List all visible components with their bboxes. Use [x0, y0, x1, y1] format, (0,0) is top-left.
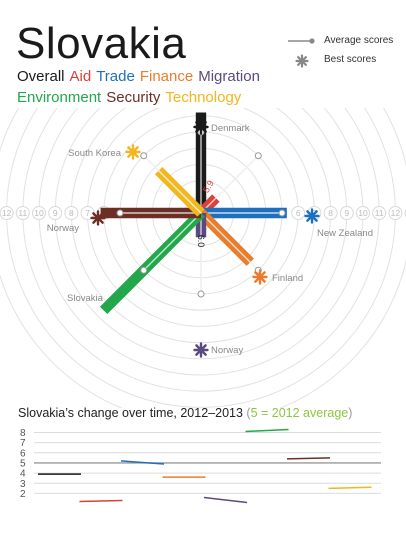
ring-label: 11	[18, 208, 27, 218]
legend: Average scores Best scores	[288, 31, 393, 69]
legend-average-label: Average scores	[324, 35, 394, 46]
best-country-environment: Slovakia	[67, 293, 104, 304]
ring-label: 7	[85, 208, 90, 218]
best-country-overall: Denmark	[211, 123, 250, 134]
ring-label: 12	[2, 208, 12, 218]
category-label-finance: Finance	[139, 68, 194, 85]
timeline-tick: 6	[20, 448, 26, 459]
average-line-icon	[288, 35, 318, 47]
ring-label: 8	[328, 208, 333, 218]
category-label-overall: Overall	[17, 68, 65, 85]
ring-label: 8	[69, 208, 74, 218]
average-dots	[116, 128, 286, 298]
timeline-tick: 5	[20, 458, 26, 469]
timeline-tick: 2	[20, 489, 26, 500]
legend-asterisk	[295, 53, 309, 68]
ring-label: 9	[53, 208, 58, 218]
ring-label: 10	[34, 208, 44, 218]
category-label-technology: Technology	[165, 89, 242, 106]
legend-item-best: Best scores	[288, 50, 393, 69]
best-country-migration: Norway	[211, 345, 243, 356]
timeline-title-text: Slovakia’s change over time, 2012–2013	[18, 406, 243, 420]
best-scores: DenmarkSwedenNew ZealandFinlandNorwaySlo…	[47, 119, 373, 358]
best-asterisk-technology	[125, 144, 141, 160]
ring-label: 9	[344, 208, 349, 218]
series-segment	[203, 496, 248, 504]
timeline-title: Slovakia’s change over time, 2012–2013 (…	[18, 406, 352, 420]
timeline-tick: 4	[20, 469, 26, 480]
radar-chart: 6677889910101111121213136.05.9DenmarkSwe…	[0, 108, 406, 408]
category-row-1: Overall Aid Trade Finance Migration	[17, 68, 265, 85]
score-bars	[99, 112, 287, 315]
timeline-series	[38, 428, 372, 504]
category-label-security: Security	[106, 89, 161, 106]
category-label-trade: Trade	[96, 68, 135, 85]
best-country-security: Norway	[47, 223, 79, 234]
note-prefix: (	[246, 406, 251, 420]
category-row-2: Environment Security Technology	[17, 89, 246, 106]
note-highlight: 5 = 2012 average	[250, 406, 349, 420]
asterisk-icon	[288, 53, 318, 68]
timeline-tick: 3	[20, 479, 26, 490]
series-segment	[286, 457, 331, 460]
legend-item-average: Average scores	[288, 31, 393, 50]
best-asterisk-migration	[193, 342, 209, 358]
country-title: Slovakia	[16, 19, 187, 68]
best-asterisk-finance	[252, 269, 268, 285]
legend-best-label: Best scores	[324, 54, 377, 65]
timeline-tick: 7	[20, 438, 26, 449]
best-country-technology: South Korea	[68, 148, 122, 159]
best-country-finance: Finland	[272, 273, 303, 284]
series-segment	[328, 486, 372, 490]
ring-label: 6	[296, 208, 301, 218]
series-segment	[245, 428, 289, 433]
ring-label: 10	[358, 208, 368, 218]
note-suffix: )	[348, 406, 353, 420]
series-segment	[79, 499, 123, 503]
best-asterisk-overall	[193, 119, 209, 135]
best-asterisk-trade	[304, 208, 320, 224]
overall-score-label: 6.0	[196, 235, 206, 248]
ring-label: 12	[391, 208, 401, 218]
best-asterisk-security	[90, 210, 106, 226]
timeline-note: (5 = 2012 average)	[246, 406, 352, 420]
ring-label: 11	[375, 208, 384, 218]
category-label-aid: Aid	[69, 68, 92, 85]
best-country-trade: New Zealand	[317, 228, 373, 239]
series-segment	[120, 460, 165, 465]
category-label-environment: Environment	[17, 89, 102, 106]
timeline-tick: 8	[20, 428, 26, 439]
category-label-migration: Migration	[198, 68, 260, 85]
